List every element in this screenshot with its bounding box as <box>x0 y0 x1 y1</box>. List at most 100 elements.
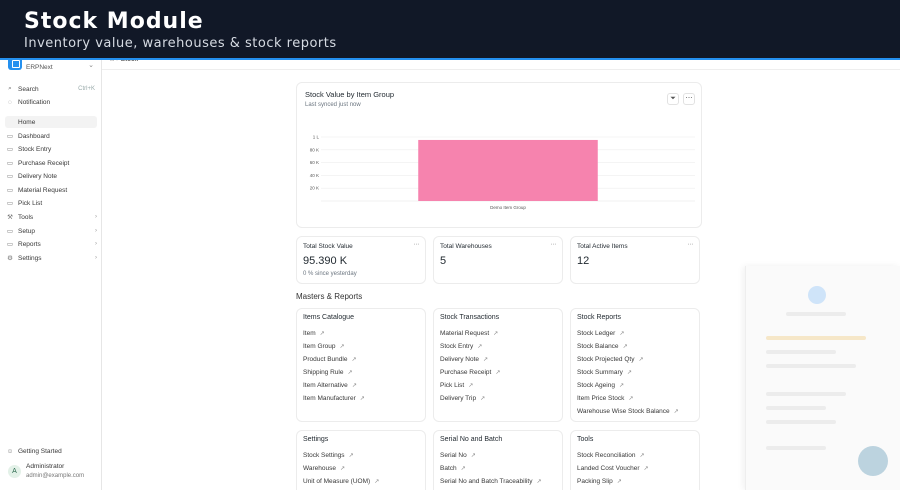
module-link[interactable]: Stock Entry ↗ <box>440 343 482 350</box>
accent-divider <box>0 58 900 60</box>
chevron-right-icon: › <box>95 241 97 247</box>
help-chat-button[interactable] <box>858 446 888 476</box>
blurred-avatar <box>808 286 826 304</box>
module-title: Stock Reports <box>577 314 621 321</box>
sidebar-item-tools[interactable]: ⚒ Tools › <box>5 211 97 223</box>
module-link[interactable]: Delivery Trip ↗ <box>440 395 485 402</box>
chevron-right-icon: › <box>95 228 97 234</box>
sidebar-search[interactable]: ⌕ Search Ctrl+K <box>5 83 97 95</box>
more-icon[interactable]: ··· <box>550 241 557 248</box>
module-link[interactable]: Product Bundle ↗ <box>303 356 356 363</box>
stat-title: Total Warehouses <box>440 243 492 250</box>
arrow-up-right-icon: ↗ <box>351 383 357 389</box>
reports-icon: ▭ <box>6 241 14 248</box>
module-link[interactable]: Stock Settings ↗ <box>303 452 354 459</box>
sidebar-item-setup[interactable]: ▭ Setup › <box>5 225 97 237</box>
sidebar-search-label: Search <box>18 85 39 93</box>
arrow-up-right-icon: ↗ <box>618 383 624 389</box>
module-link[interactable]: Landed Cost Voucher ↗ <box>577 465 649 472</box>
blurred-line <box>766 420 836 424</box>
module-link[interactable]: Item Price Stock ↗ <box>577 395 633 402</box>
link-label: Product Bundle <box>303 356 348 363</box>
sidebar-item-pick-list[interactable]: ▭ Pick List <box>5 197 97 209</box>
chart-menu-button[interactable]: ⋯ <box>683 93 695 105</box>
banner-title: Stock Module <box>24 9 204 34</box>
module-link[interactable]: Stock Ageing ↗ <box>577 382 624 389</box>
link-label: Warehouse <box>303 465 336 472</box>
module-link[interactable]: Material Request ↗ <box>440 330 498 337</box>
sidebar-item-material-request[interactable]: ▭ Material Request <box>5 184 97 196</box>
user-menu[interactable]: A Administrator admin@example.com <box>6 462 98 484</box>
module-link[interactable]: Stock Summary ↗ <box>577 369 632 376</box>
sidebar-item-delivery-note[interactable]: ▭ Delivery Note <box>5 170 97 182</box>
module-link[interactable]: Batch ↗ <box>440 465 466 472</box>
module-link[interactable]: Item Manufacturer ↗ <box>303 395 365 402</box>
module-title: Serial No and Batch <box>440 436 503 443</box>
blurred-line <box>766 392 846 396</box>
getting-started-icon: ☺ <box>6 447 14 455</box>
module-link[interactable]: Item Group ↗ <box>303 343 345 350</box>
link-label: Stock Summary <box>577 369 623 376</box>
stat-value: 5 <box>440 255 447 267</box>
chart-card: Stock Value by Item Group Last synced ju… <box>296 82 702 228</box>
module-link[interactable]: Stock Ledger ↗ <box>577 330 624 337</box>
module-link[interactable]: Stock Projected Qty ↗ <box>577 356 643 363</box>
link-label: Item Alternative <box>303 382 348 389</box>
filter-icon: ⏷ <box>670 95 676 102</box>
stat-value: 12 <box>577 255 590 267</box>
sidebar-item-label: Purchase Receipt <box>18 159 70 167</box>
module-link[interactable]: Warehouse Wise Stock Balance ↗ <box>577 408 679 415</box>
arrow-up-right-icon: ↗ <box>628 396 634 402</box>
arrow-up-right-icon: ↗ <box>348 453 354 459</box>
link-label: Serial No <box>440 452 467 459</box>
sidebar-item-stock-entry[interactable]: ▭ Stock Entry <box>5 143 97 155</box>
filter-button[interactable]: ⏷ <box>667 93 679 105</box>
module-link[interactable]: Unit of Measure (UOM) ↗ <box>303 478 379 485</box>
link-label: Item Manufacturer <box>303 395 356 402</box>
module-link[interactable]: Stock Reconciliation ↗ <box>577 452 645 459</box>
module-link[interactable]: Stock Balance ↗ <box>577 343 628 350</box>
bell-icon: ◌ <box>8 98 12 106</box>
sidebar-item-settings[interactable]: ⚙ Settings › <box>5 252 97 264</box>
sidebar-item-label: Stock Entry <box>18 145 52 153</box>
blurred-line <box>766 406 826 410</box>
module-link[interactable]: Serial No and Batch Traceability ↗ <box>440 478 542 485</box>
arrow-up-right-icon: ↗ <box>673 409 679 415</box>
module-link[interactable]: Shipping Rule ↗ <box>303 369 353 376</box>
settings-icon: ⚙ <box>7 255 13 262</box>
module-link[interactable]: Item ↗ <box>303 330 325 337</box>
sidebar-item-dashboard[interactable]: ▭ Dashboard <box>5 130 97 142</box>
module-link[interactable]: Serial No ↗ <box>440 452 476 459</box>
app-switcher[interactable]: ERPNext ⌄ <box>8 56 96 74</box>
module-link[interactable]: Purchase Receipt ↗ <box>440 369 500 376</box>
blurred-line <box>766 350 836 354</box>
link-label: Delivery Trip <box>440 395 477 402</box>
chevron-right-icon: › <box>95 255 97 261</box>
arrow-up-right-icon: ↗ <box>340 466 346 472</box>
tools-icon: ⚒ <box>7 214 13 221</box>
more-icon[interactable]: ··· <box>687 241 694 248</box>
module-link[interactable]: Pick List ↗ <box>440 382 473 389</box>
sidebar-item-purchase-receipt[interactable]: ▭ Purchase Receipt <box>5 157 97 169</box>
blurred-line <box>766 336 866 340</box>
sidebar-item-home[interactable]: Home <box>5 116 97 128</box>
stat-title: Total Stock Value <box>303 243 353 250</box>
module-link[interactable]: Item Alternative ↗ <box>303 382 357 389</box>
sidebar-notification-label: Notification <box>18 98 51 106</box>
chart-bars <box>418 139 598 201</box>
sidebar-item-label: Delivery Note <box>18 172 58 180</box>
sidebar-notification[interactable]: ◌ Notification <box>5 96 97 108</box>
sidebar: ERPNext ⌄ ⌕ Search Ctrl+K ◌ Notification… <box>0 56 102 490</box>
sidebar-item-reports[interactable]: ▭ Reports › <box>5 238 97 250</box>
arrow-up-right-icon: ↗ <box>643 466 649 472</box>
module-link[interactable]: Packing Slip ↗ <box>577 478 622 485</box>
more-icon[interactable]: ··· <box>413 241 420 248</box>
link-label: Pick List <box>440 382 465 389</box>
stat-change: 0 % since yesterday <box>303 271 357 277</box>
link-label: Landed Cost Voucher <box>577 465 640 472</box>
module-link[interactable]: Warehouse ↗ <box>303 465 345 472</box>
module-link[interactable]: Delivery Note ↗ <box>440 356 488 363</box>
chart-ticks: 20 K 40 K 60 K 80 K 1 L <box>310 135 320 191</box>
sidebar-getting-started[interactable]: ☺ Getting Started <box>5 445 97 457</box>
list-icon: ▭ <box>6 146 14 153</box>
